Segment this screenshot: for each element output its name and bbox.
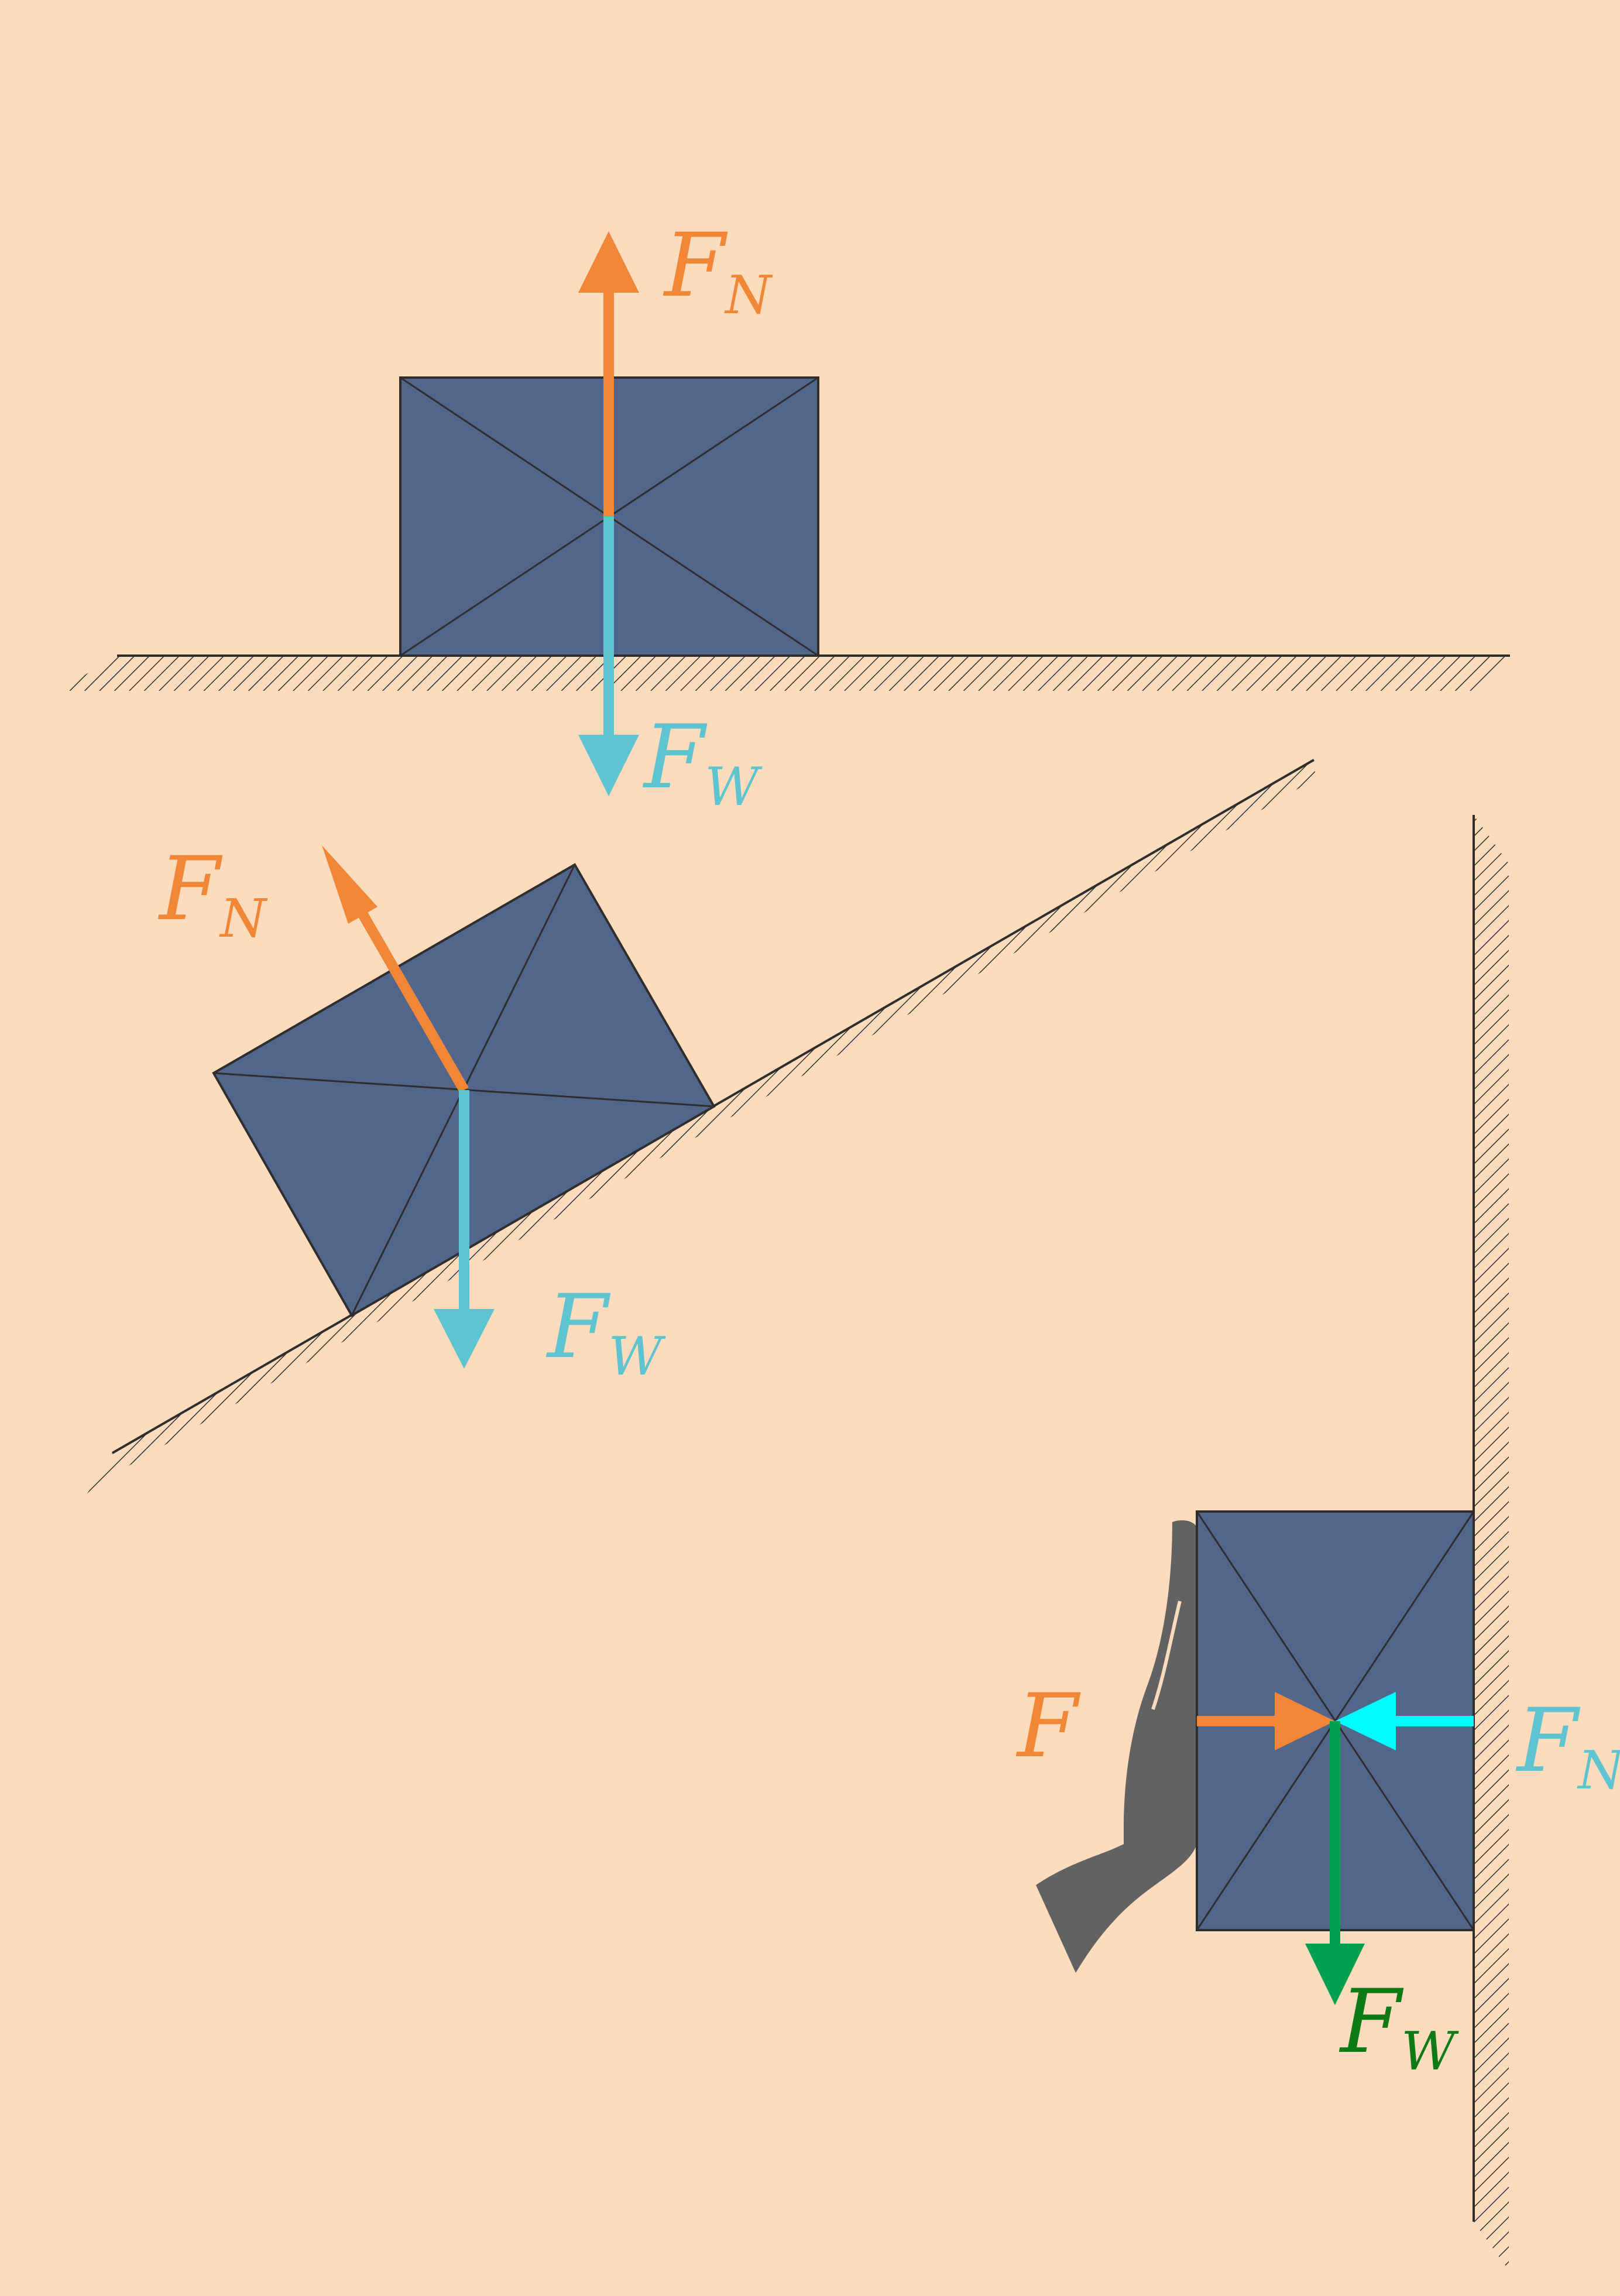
ground-surface (59, 654, 1510, 691)
wall-surface (1473, 815, 1509, 2270)
applied-force-label: F (1015, 1675, 1081, 1777)
normal-force-label: FN (1515, 1690, 1620, 1801)
weight-force-arrow (578, 516, 639, 796)
weight-force-arrow (434, 1090, 495, 1369)
hand-icon (1036, 1520, 1197, 1973)
weight-force-arrow (1305, 1721, 1365, 2005)
normal-force-arrow (578, 231, 639, 516)
applied-force-arrow (1197, 1692, 1335, 1750)
weight-force-label: FW (545, 1276, 666, 1387)
normal-force-arrow (1335, 1692, 1474, 1750)
normal-force-label: FN (157, 838, 268, 950)
wall-scene: F FN FW (1015, 815, 1620, 2270)
weight-force-label: FW (642, 707, 763, 818)
weight-force-label: FW (1338, 1971, 1459, 2082)
normal-force-label: FN (663, 215, 773, 326)
normal-force-arrow (322, 845, 469, 1093)
incline-scene: FN FW (73, 759, 1316, 1516)
flat-scene: FN FW (59, 215, 1510, 818)
